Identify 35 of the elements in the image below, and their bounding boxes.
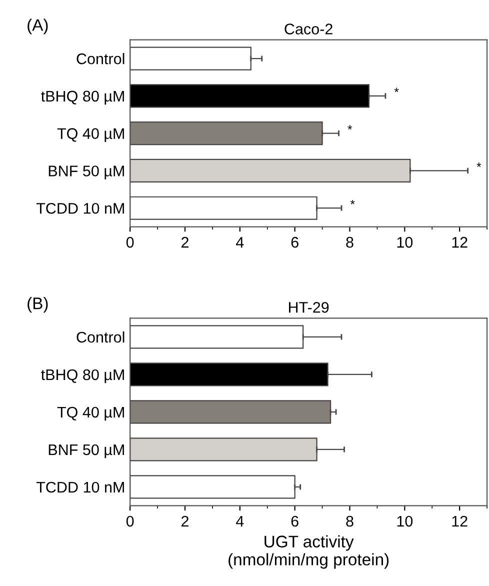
y-tick-label: tBHQ 80 µM	[41, 369, 124, 384]
y-tick-label: Control	[76, 53, 124, 64]
x-axis-title: UGT activity (nmol/min/mg protein)	[228, 535, 389, 569]
x-tick-label: 12	[452, 236, 468, 248]
y-tick-label: TQ 40 µM	[57, 406, 124, 421]
x-tick-label: 8	[346, 236, 354, 248]
y-tick-label: BNF 50 µM	[48, 444, 124, 458]
x-tick-label: 4	[236, 516, 244, 527]
bar	[130, 400, 332, 424]
text: (B)	[28, 297, 48, 313]
x-tick-label: 12	[452, 516, 468, 527]
x-tick-label: 6	[291, 516, 298, 527]
x-tick-label: 4	[236, 237, 244, 248]
y-tick-label: Control	[76, 331, 124, 343]
annotation: *	[394, 88, 399, 92]
x-tick-label: 8	[346, 516, 354, 527]
chart-title: Caco-2	[284, 24, 332, 34]
annotation: *	[350, 200, 355, 204]
x-tick-label: 0	[126, 236, 134, 248]
x-tick-label: 6	[291, 236, 298, 248]
text: (A)	[28, 18, 48, 34]
annotation: *	[476, 162, 482, 167]
y-tick-label: TQ 40 µM	[57, 128, 124, 142]
y-tick-label: tBHQ 80 µM	[41, 90, 124, 105]
annotation: *	[348, 125, 352, 130]
x-tick-label: 2	[182, 236, 188, 248]
y-tick-label: TCDD 10 nM	[36, 202, 124, 214]
x-tick-label: 0	[126, 516, 134, 527]
y-tick-label: BNF 50 µM	[48, 166, 124, 180]
x-tick-label: 10	[397, 236, 413, 248]
y-tick-label: TCDD 10 nM	[36, 482, 124, 493]
chart-title: HT-29	[289, 302, 329, 313]
bar	[130, 475, 296, 499]
x-tick-label: 10	[397, 516, 413, 527]
x-tick-label: 2	[182, 516, 188, 527]
